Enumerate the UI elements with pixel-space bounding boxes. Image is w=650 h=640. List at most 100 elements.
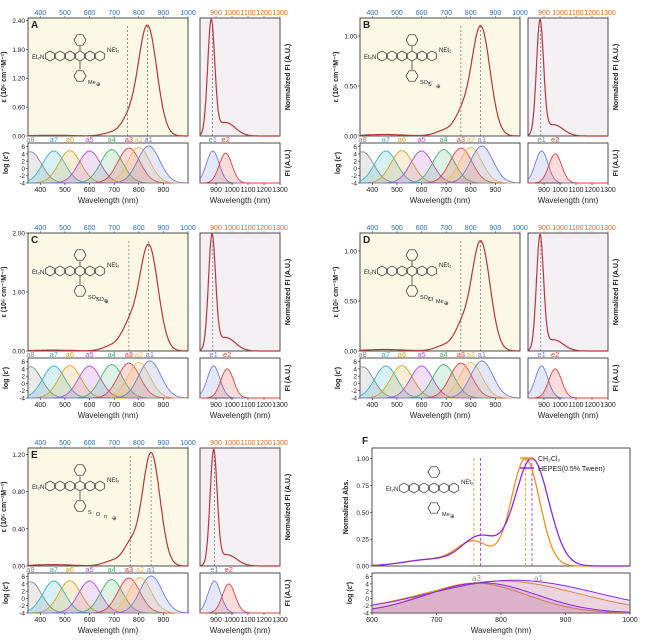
y-tick-label: 0 [365, 596, 369, 603]
fl-xticks: 900 1000 1100 1200 1300 [210, 613, 288, 624]
gaussian-subplot [371, 572, 631, 614]
structure-label: Et₂N [32, 485, 44, 491]
gaussian-subplot [27, 357, 189, 399]
fl-gaussian-subplot [199, 142, 281, 184]
x-tick-label: 1100 [240, 402, 255, 409]
band-fill [372, 580, 630, 613]
y-tick-label: 0.50 [344, 84, 357, 91]
band-label-a8: a8 [358, 350, 366, 359]
ring [427, 466, 441, 478]
absorbance-plot-B [359, 17, 521, 137]
top-tick-label: 400 [34, 225, 46, 232]
x-tick-label: 1100 [240, 187, 255, 194]
absorbance-plot-E [27, 447, 189, 567]
top-tick-label: 1000 [224, 225, 240, 232]
y-tick-label: 0 [353, 381, 357, 388]
gaussian-subplot [359, 142, 521, 184]
abs-yticks: 0.00 0.50 1.00 [344, 34, 360, 141]
y-tick-label: -4 [19, 611, 25, 618]
y-tick-label: 2 [353, 159, 357, 166]
y-tick-label: -2 [19, 173, 25, 180]
ring [85, 50, 95, 62]
ring [65, 480, 75, 492]
band-label-a1: a1 [478, 350, 486, 359]
top-tick-label: 400 [34, 10, 46, 17]
x-tick-label: 500 [391, 402, 403, 409]
x-tick-label: 900 [538, 187, 550, 194]
top-tick-label: 800 [465, 10, 477, 17]
band-a1-curve [360, 360, 520, 399]
band-a2-fill [28, 147, 188, 183]
band-label-a5: a5 [417, 350, 425, 359]
structure-label: Cl [428, 297, 433, 303]
fluorescence-curve [527, 233, 608, 352]
band-a1-curve [28, 145, 188, 184]
top-axis: 400 500 600 700 800 900 1000 [34, 225, 196, 233]
fluorescence-curve [200, 448, 280, 567]
band-a7-fill [28, 366, 188, 398]
top-tick-label: 1000 [180, 225, 196, 232]
band-a6-fill [360, 365, 520, 398]
ring [95, 265, 105, 277]
top-tick-label: 1300 [272, 440, 288, 447]
x-tick-label: 600 [366, 617, 378, 624]
top-tick-label: 1300 [600, 225, 616, 232]
y-tick-label: 6 [353, 144, 357, 151]
gaussian-bands: a8 a7 a6 a5 a4 a3 a2 a1 [26, 135, 188, 184]
band-label-a2: a2 [135, 135, 143, 144]
top-tick-label: 900 [490, 10, 502, 17]
fluorescence-curve [199, 232, 280, 352]
y-tick-label: 0.00 [12, 134, 25, 141]
x-tick-label: 1000 [224, 617, 240, 624]
x-tick-label: 600 [84, 617, 96, 624]
ring [45, 50, 55, 62]
gaussian-bands: a8 a7 a6 a5 a4 a3 a2 a1 [26, 350, 188, 399]
x-tick-label: 900 [490, 402, 502, 409]
band-a4-fill [28, 149, 188, 183]
ring [73, 285, 87, 297]
x-tick-label: 800 [495, 617, 507, 624]
band-e2-curve [200, 152, 280, 184]
structure-label: NEt₂ [107, 478, 120, 484]
y-tick-label: 0.60 [12, 105, 25, 112]
x-tick-label: 400 [366, 402, 378, 409]
band-label-a3: a3 [472, 574, 481, 583]
x-tick-label: 1000 [224, 187, 240, 194]
band-a1-fill [360, 360, 520, 398]
top-tick-label: 500 [391, 225, 403, 232]
band-label-e2: e2 [551, 135, 559, 144]
y-tick-label: 6 [21, 144, 25, 151]
band-label-a3: a3 [125, 565, 133, 574]
x-axis-label: Wavelength (nm) [78, 411, 139, 420]
abs-yticks: 0.00 0.60 1.20 1.80 2.40 [12, 18, 28, 141]
band-label-a6: a6 [398, 135, 406, 144]
band-fill [372, 581, 630, 613]
y-tick-label: 4 [21, 151, 25, 158]
band-a7-fill [28, 151, 188, 183]
ring [73, 70, 87, 82]
y-tick-label: 0 [21, 166, 25, 173]
f-xticks: 600 700 800 900 1000 [366, 613, 638, 624]
y-tick-label: 4 [365, 581, 369, 588]
band-label-e2: e2 [223, 350, 231, 359]
x-tick-label: 700 [431, 617, 443, 624]
x-tick-label: 1000 [552, 402, 568, 409]
top-tick-label: 1200 [584, 10, 600, 17]
structure-label: SO₃⁻ [420, 80, 433, 86]
top-tick-label: 1200 [256, 440, 272, 447]
ring [45, 480, 55, 492]
x-tick-label: 800 [133, 187, 145, 194]
y-tick-label: 1.00 [344, 34, 357, 41]
top-axis: 900 1000 1100 1200 1300 [210, 225, 288, 233]
y-tick-label: 1.20 [12, 76, 25, 83]
band-a7-fill [360, 151, 520, 183]
band-label-e2: e2 [551, 350, 559, 359]
fl-sub-ylabel: FI (A.U.) [613, 365, 620, 392]
fl-sub-ylabel: FI (A.U.) [613, 150, 620, 177]
y-tick-label: -2 [19, 388, 25, 395]
x-axis-label: Wavelength (nm) [78, 196, 139, 205]
band-label-a6: a6 [66, 135, 74, 144]
y-tick-label: 6 [365, 574, 369, 581]
f-sub-ylabel: log (ε′) [347, 582, 354, 604]
